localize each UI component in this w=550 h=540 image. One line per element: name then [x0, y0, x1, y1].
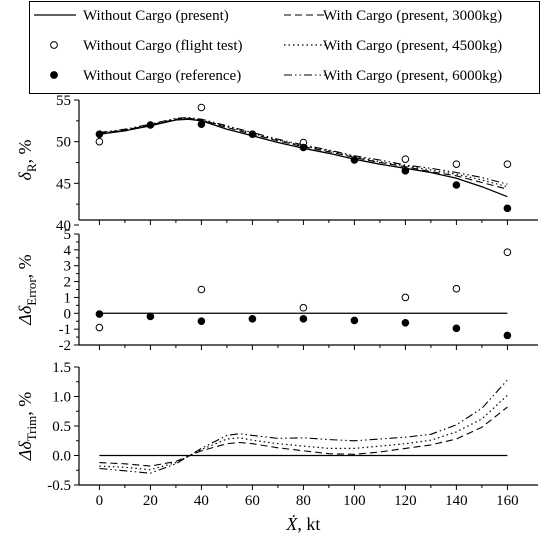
x-axis-label: Ẋ, kt — [285, 514, 320, 534]
top-with-cargo-present-6000kg-line — [99, 116, 508, 185]
middle-without-cargo-reference-point — [350, 316, 359, 325]
legend-without-cargo-flight-test-swatch — [50, 41, 58, 49]
top-y-tick-label: 50 — [56, 135, 71, 151]
legend-with-cargo-6000-label: With Cargo (present, 6000kg) — [323, 68, 502, 84]
x-axis-unit: , kt — [297, 514, 320, 534]
middle-without-cargo-flight-test-point — [197, 285, 206, 294]
x-tick-label: 140 — [445, 493, 468, 509]
x-axis-symbol: Ẋ — [285, 514, 298, 534]
bottom-y-tick-label: 0.0 — [52, 449, 71, 465]
middle-without-cargo-reference-point — [503, 331, 512, 340]
middle-without-cargo-flight-test-point — [503, 248, 512, 257]
bottom-y-tick-label: -0.5 — [47, 478, 71, 494]
middle-without-cargo-reference-point — [401, 319, 410, 327]
top-without-cargo-reference-point — [503, 204, 512, 213]
bottom-y-axis-unit: , % — [15, 392, 35, 416]
legend-without-cargo-reference-label: Without Cargo (reference) — [83, 68, 241, 84]
top-without-cargo-reference-point — [197, 120, 206, 128]
middle-without-cargo-reference-point — [452, 324, 461, 333]
top-without-cargo-reference-point — [146, 121, 155, 129]
x-tick-label: 40 — [194, 493, 209, 509]
top-with-cargo-present-4500kg-line — [99, 117, 508, 188]
top-without-cargo-reference-point — [401, 167, 410, 175]
top-without-cargo-flight-test-point — [401, 155, 410, 163]
middle-y-tick-label: 5 — [64, 227, 72, 243]
middle-without-cargo-reference-point — [248, 315, 257, 323]
middle-y-tick-label: 0 — [64, 306, 72, 322]
top-y-tick-label: 55 — [56, 93, 71, 109]
x-tick-label: 120 — [394, 493, 417, 509]
middle-y-axis-symbol: Δδ — [15, 305, 35, 326]
bottom-with-cargo-present-6000kg-line — [99, 379, 508, 474]
top-without-cargo-reference-point — [452, 181, 461, 189]
middle-without-cargo-reference-point — [197, 317, 206, 326]
x-tick-label: 100 — [343, 493, 366, 509]
middle-y-axis-unit: , % — [15, 254, 35, 278]
top-without-cargo-flight-test-point — [452, 160, 461, 168]
middle-without-cargo-flight-test-point — [401, 293, 410, 302]
top-y-axis-subscript: R — [24, 163, 39, 172]
top-without-cargo-flight-test-point — [197, 103, 206, 112]
legend: Without Cargo (present) With Cargo (prese… — [29, 1, 540, 94]
x-tick-label: 0 — [96, 493, 104, 509]
bottom-y-tick-label: 0.5 — [52, 419, 71, 435]
middle-without-cargo-flight-test-point — [452, 284, 461, 293]
top-with-cargo-present-3000kg-line — [99, 117, 508, 190]
bottom-y-tick-label: 1.5 — [52, 360, 71, 376]
x-axis: 0 20 40 60 80 100 120 140 160 Ẋ, kt — [96, 493, 519, 534]
middle-y-tick-label: 2 — [64, 275, 72, 291]
bottom-with-cargo-present-3000kg-line — [99, 406, 508, 467]
top-without-cargo-present-line — [99, 118, 508, 198]
top-y-tick-label: 45 — [56, 176, 71, 192]
legend-without-cargo-present-label: Without Cargo (present) — [83, 8, 229, 24]
top-y-axis-label: δR, % — [15, 139, 39, 180]
top-without-cargo-reference-point — [350, 156, 359, 164]
x-tick-label: 160 — [496, 493, 519, 509]
legend-box — [29, 1, 540, 94]
middle-y-tick-label: 1 — [64, 290, 72, 306]
bottom-y-tick-label: 1.0 — [52, 390, 71, 406]
bottom-with-cargo-present-4500kg-line — [99, 394, 508, 471]
bottom-y-axis-label: ΔδTrim, % — [15, 392, 39, 461]
middle-y-tick-label: -1 — [59, 322, 72, 338]
top-without-cargo-reference-point — [248, 130, 257, 138]
top-without-cargo-reference-point — [95, 130, 104, 138]
middle-y-tick-label: -2 — [59, 338, 72, 354]
middle-without-cargo-reference-point — [95, 310, 104, 318]
middle-without-cargo-flight-test-point — [299, 303, 308, 312]
top-without-cargo-flight-test-point — [95, 137, 104, 146]
top-without-cargo-flight-test-point — [503, 160, 512, 168]
top-y-axis-unit: , % — [15, 139, 35, 163]
legend-without-cargo-flight-test-label: Without Cargo (flight test) — [83, 38, 243, 54]
legend-with-cargo-4500-label: With Cargo (present, 4500kg) — [323, 38, 502, 54]
x-tick-label: 60 — [245, 493, 260, 509]
top-y-tick-label: 40 — [56, 218, 71, 234]
bottom-y-axis-symbol: Δδ — [15, 441, 35, 462]
middle-without-cargo-flight-test-point — [95, 323, 104, 332]
middle-y-axis-label: ΔδError, % — [15, 254, 39, 325]
middle-y-tick-label: 4 — [64, 243, 72, 259]
x-tick-label: 20 — [143, 493, 158, 509]
legend-without-cargo-reference-swatch — [50, 71, 58, 79]
middle-without-cargo-reference-point — [299, 315, 308, 323]
top-y-axis-symbol: δ — [15, 172, 35, 181]
middle-without-cargo-reference-point — [146, 312, 155, 321]
legend-with-cargo-3000-label: With Cargo (present, 3000kg) — [323, 8, 502, 24]
bottom-y-axis-subscript: Trim — [24, 416, 39, 442]
middle-y-axis-subscript: Error — [24, 278, 39, 306]
middle-y-tick-label: 3 — [64, 259, 72, 275]
x-tick-label: 80 — [296, 493, 311, 509]
panel-delta-r: 40 45 50 55 δR, % — [15, 93, 538, 234]
top-without-cargo-reference-point — [299, 143, 308, 152]
panel-delta-trim: -0.5 0.0 0.5 1.0 1.5 ΔδTrim, % — [15, 360, 538, 494]
